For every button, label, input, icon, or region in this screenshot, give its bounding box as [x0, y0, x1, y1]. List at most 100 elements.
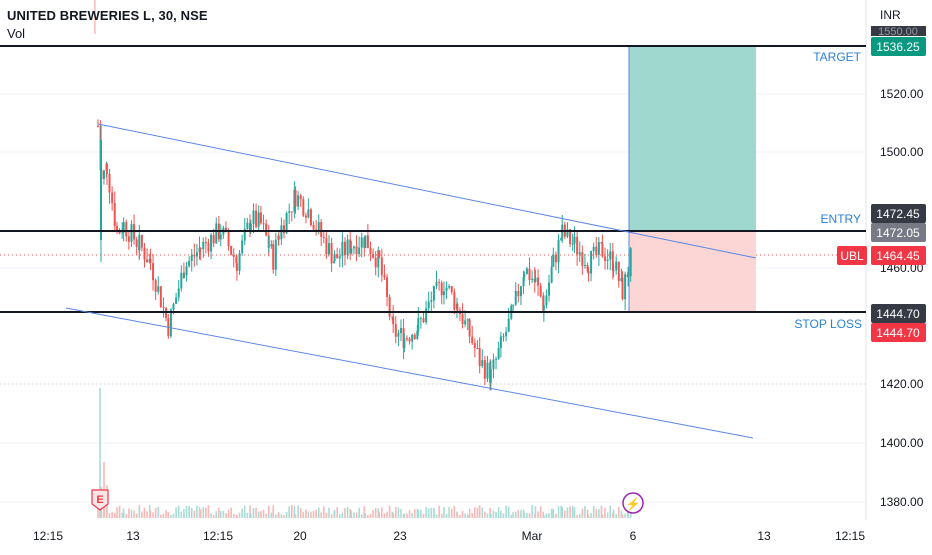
time-axis[interactable]: 12:15 13 12:15 20 23 Mar 6 13 12:15: [33, 529, 865, 543]
volume-bar: [175, 507, 177, 518]
candle-body: [468, 319, 471, 337]
candle-body: [425, 308, 428, 323]
volume-bar: [617, 506, 620, 518]
volume-bar: [267, 514, 270, 518]
candle-body: [338, 256, 341, 259]
candle-body: [199, 248, 202, 250]
volume-bar: [566, 507, 569, 518]
candle-body: [386, 277, 389, 298]
candle-body: [232, 254, 235, 257]
volume-bar: [349, 509, 351, 518]
candle-body: [224, 227, 227, 232]
candle-body: [624, 274, 627, 300]
symbol-title[interactable]: UNITED BREWERIES L, 30, NSE: [7, 8, 208, 23]
candle-body: [408, 338, 411, 342]
volume-bar: [207, 505, 210, 518]
candle-body: [257, 212, 260, 227]
price-tag-entry-lower: 1472.05: [871, 223, 926, 242]
price-tick-label: 1420.00: [880, 377, 924, 391]
candle-body: [193, 254, 196, 257]
volume-bar: [621, 514, 624, 518]
dividend-marker-icon[interactable]: ⚡: [622, 492, 644, 514]
candle-body: [265, 223, 268, 236]
volume-bar: [130, 510, 133, 518]
volume-bar: [560, 505, 562, 518]
volume-bar: [128, 508, 130, 518]
candle-body: [188, 261, 191, 267]
volume-bar: [157, 506, 160, 518]
candle-body: [505, 331, 508, 337]
volume-bar: [363, 506, 366, 518]
candle-body: [450, 286, 453, 293]
volume-bar: [466, 514, 469, 518]
volume-label[interactable]: Vol: [7, 26, 26, 41]
volume-bar: [199, 509, 202, 518]
svg-text:1536.25: 1536.25: [876, 40, 920, 54]
candle-body: [333, 260, 336, 264]
candle-body: [267, 245, 270, 248]
candle-body: [154, 280, 157, 292]
volume-bar: [135, 513, 138, 518]
volume-bar: [338, 514, 341, 518]
candle-body: [297, 195, 300, 207]
volume-bar: [425, 507, 427, 518]
volume-bar: [507, 506, 510, 518]
volume-bar: [612, 509, 615, 518]
volume-bar: [330, 514, 333, 518]
candle-body: [135, 239, 138, 247]
volume-bar: [341, 512, 344, 518]
candle-body: [195, 252, 198, 257]
candle-body: [539, 285, 542, 297]
candle-body: [227, 231, 230, 247]
candle-body: [528, 268, 531, 281]
volume-bar: [219, 511, 222, 518]
candle-body: [600, 242, 603, 244]
candle-body: [388, 297, 391, 317]
candle-body: [322, 236, 325, 238]
candle-body: [476, 347, 479, 349]
volume-bar: [288, 506, 290, 518]
candle-body: [473, 343, 476, 348]
volume-bar: [133, 510, 135, 518]
volume-bar: [584, 505, 586, 518]
candle-body: [157, 286, 160, 292]
volume-bar: [420, 509, 422, 518]
volume-bar: [149, 510, 152, 518]
volume-bar: [183, 508, 185, 518]
position-zones: [628, 46, 756, 312]
candle-body: [280, 225, 283, 240]
volume-bar: [138, 508, 141, 518]
volume-bar: [188, 506, 190, 518]
drawing-lines[interactable]: [0, 45, 866, 439]
volume-bar: [236, 514, 238, 518]
volume-bar: [453, 505, 456, 518]
volume-bar: [571, 505, 574, 518]
volume-bar: [255, 507, 257, 518]
volume-bar: [193, 510, 196, 518]
candle-body: [629, 248, 632, 277]
volume-bar: [459, 514, 461, 518]
earnings-marker[interactable]: E: [91, 489, 109, 511]
candle-body: [627, 276, 630, 278]
candle-body: [587, 270, 590, 274]
candle-body: [609, 251, 612, 260]
volume-bar: [222, 510, 225, 518]
candle-body: [601, 243, 604, 257]
price-tag-last: 1464.45: [871, 246, 926, 265]
candle-body: [299, 195, 302, 200]
candle-body: [122, 222, 125, 233]
volume-bar: [336, 507, 338, 518]
volume-bar: [531, 505, 533, 518]
candle-body: [333, 254, 336, 261]
volume-bar: [320, 512, 322, 518]
volume-bar: [215, 511, 218, 518]
volume-bar: [317, 507, 320, 518]
candle-body: [378, 250, 381, 258]
candle-body: [542, 305, 545, 311]
volume-bar: [386, 511, 388, 518]
candle-body: [246, 222, 249, 229]
volume-bar: [484, 511, 486, 518]
candle-body: [397, 333, 400, 337]
